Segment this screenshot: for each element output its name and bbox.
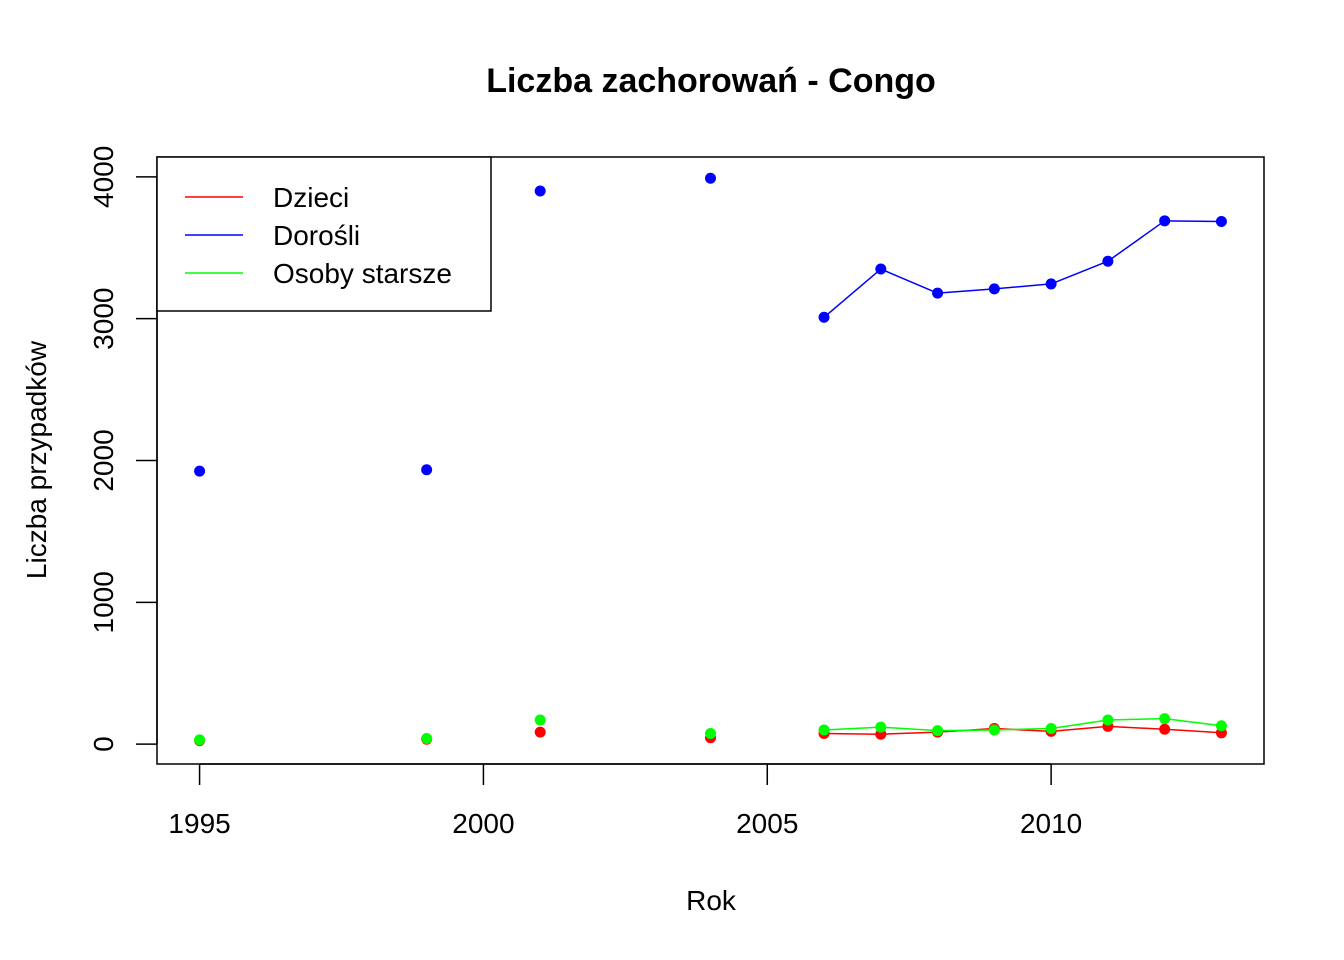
series-line-segment — [1164, 728, 1222, 734]
series-line-segment — [1050, 260, 1109, 285]
y-axis: 0 1000 2000 3000 4000 — [88, 146, 158, 752]
data-point — [1159, 723, 1171, 735]
data-point — [988, 724, 1000, 736]
x-tick-label: 2010 — [1020, 808, 1082, 839]
series-line-segment — [823, 268, 882, 318]
x-tick-label: 1995 — [168, 808, 230, 839]
data-point — [818, 311, 830, 323]
series-3 — [194, 713, 1227, 746]
data-point — [1159, 215, 1171, 227]
legend-label: Osoby starsze — [273, 258, 452, 289]
x-tick-label: 2000 — [452, 808, 514, 839]
y-tick-label: 0 — [88, 736, 119, 752]
series-line-segment — [1107, 725, 1165, 731]
data-point — [194, 734, 206, 746]
data-point — [1215, 720, 1227, 732]
data-point — [1102, 255, 1114, 267]
series-line-segment — [880, 731, 938, 735]
y-tick-label: 2000 — [88, 429, 119, 491]
data-point — [1102, 714, 1114, 726]
y-axis-label: Liczba przypadków — [21, 340, 52, 579]
series-line-segment — [880, 268, 938, 294]
x-tick-label: 2005 — [736, 808, 798, 839]
series-line-segment — [1107, 220, 1166, 262]
series-line-segment — [880, 726, 938, 732]
series-line-segment — [994, 727, 1052, 731]
data-point — [534, 714, 546, 726]
y-tick-label: 4000 — [88, 146, 119, 208]
x-axis: 1995 2000 2005 2010 — [168, 763, 1082, 839]
data-point — [875, 721, 887, 733]
plot-marks — [194, 172, 1227, 747]
series-2 — [194, 172, 1227, 477]
data-point — [705, 172, 716, 184]
data-point — [1159, 713, 1171, 725]
series-line-segment — [1051, 725, 1108, 733]
series-line-segment — [1164, 717, 1222, 727]
data-point — [534, 726, 546, 738]
legend-item: Dzieci — [185, 182, 349, 213]
x-axis-label: Rok — [686, 885, 737, 916]
series-line-segment — [1051, 719, 1108, 730]
legend-item: Osoby starsze — [185, 258, 452, 289]
series-line-segment — [824, 732, 881, 735]
data-point — [818, 724, 830, 736]
data-point — [932, 287, 944, 299]
legend-label: Dzieci — [273, 182, 349, 213]
chart-title: Liczba zachorowań - Congo — [486, 62, 936, 100]
series-line-segment — [1107, 717, 1165, 721]
data-point — [988, 283, 1000, 295]
data-point — [875, 263, 887, 275]
legend-label: Dorośli — [273, 220, 360, 251]
series-line-segment — [937, 729, 995, 732]
data-point — [705, 728, 716, 740]
data-point — [194, 465, 206, 477]
legend: Dzieci Dorośli Osoby starsze — [156, 156, 492, 312]
data-point — [1215, 216, 1227, 228]
data-point — [421, 732, 433, 744]
data-point — [1045, 723, 1057, 735]
legend-box — [156, 156, 492, 312]
data-point — [534, 185, 546, 197]
series-line-segment — [824, 726, 881, 731]
series-line-segment — [937, 288, 995, 294]
data-point — [1045, 278, 1057, 290]
data-point — [932, 725, 944, 737]
data-point — [421, 464, 433, 476]
y-tick-label: 3000 — [88, 288, 119, 350]
series-line-segment — [994, 283, 1052, 290]
y-tick-label: 1000 — [88, 571, 119, 633]
legend-item: Dorośli — [185, 220, 360, 251]
series-line-segment — [1164, 220, 1222, 223]
